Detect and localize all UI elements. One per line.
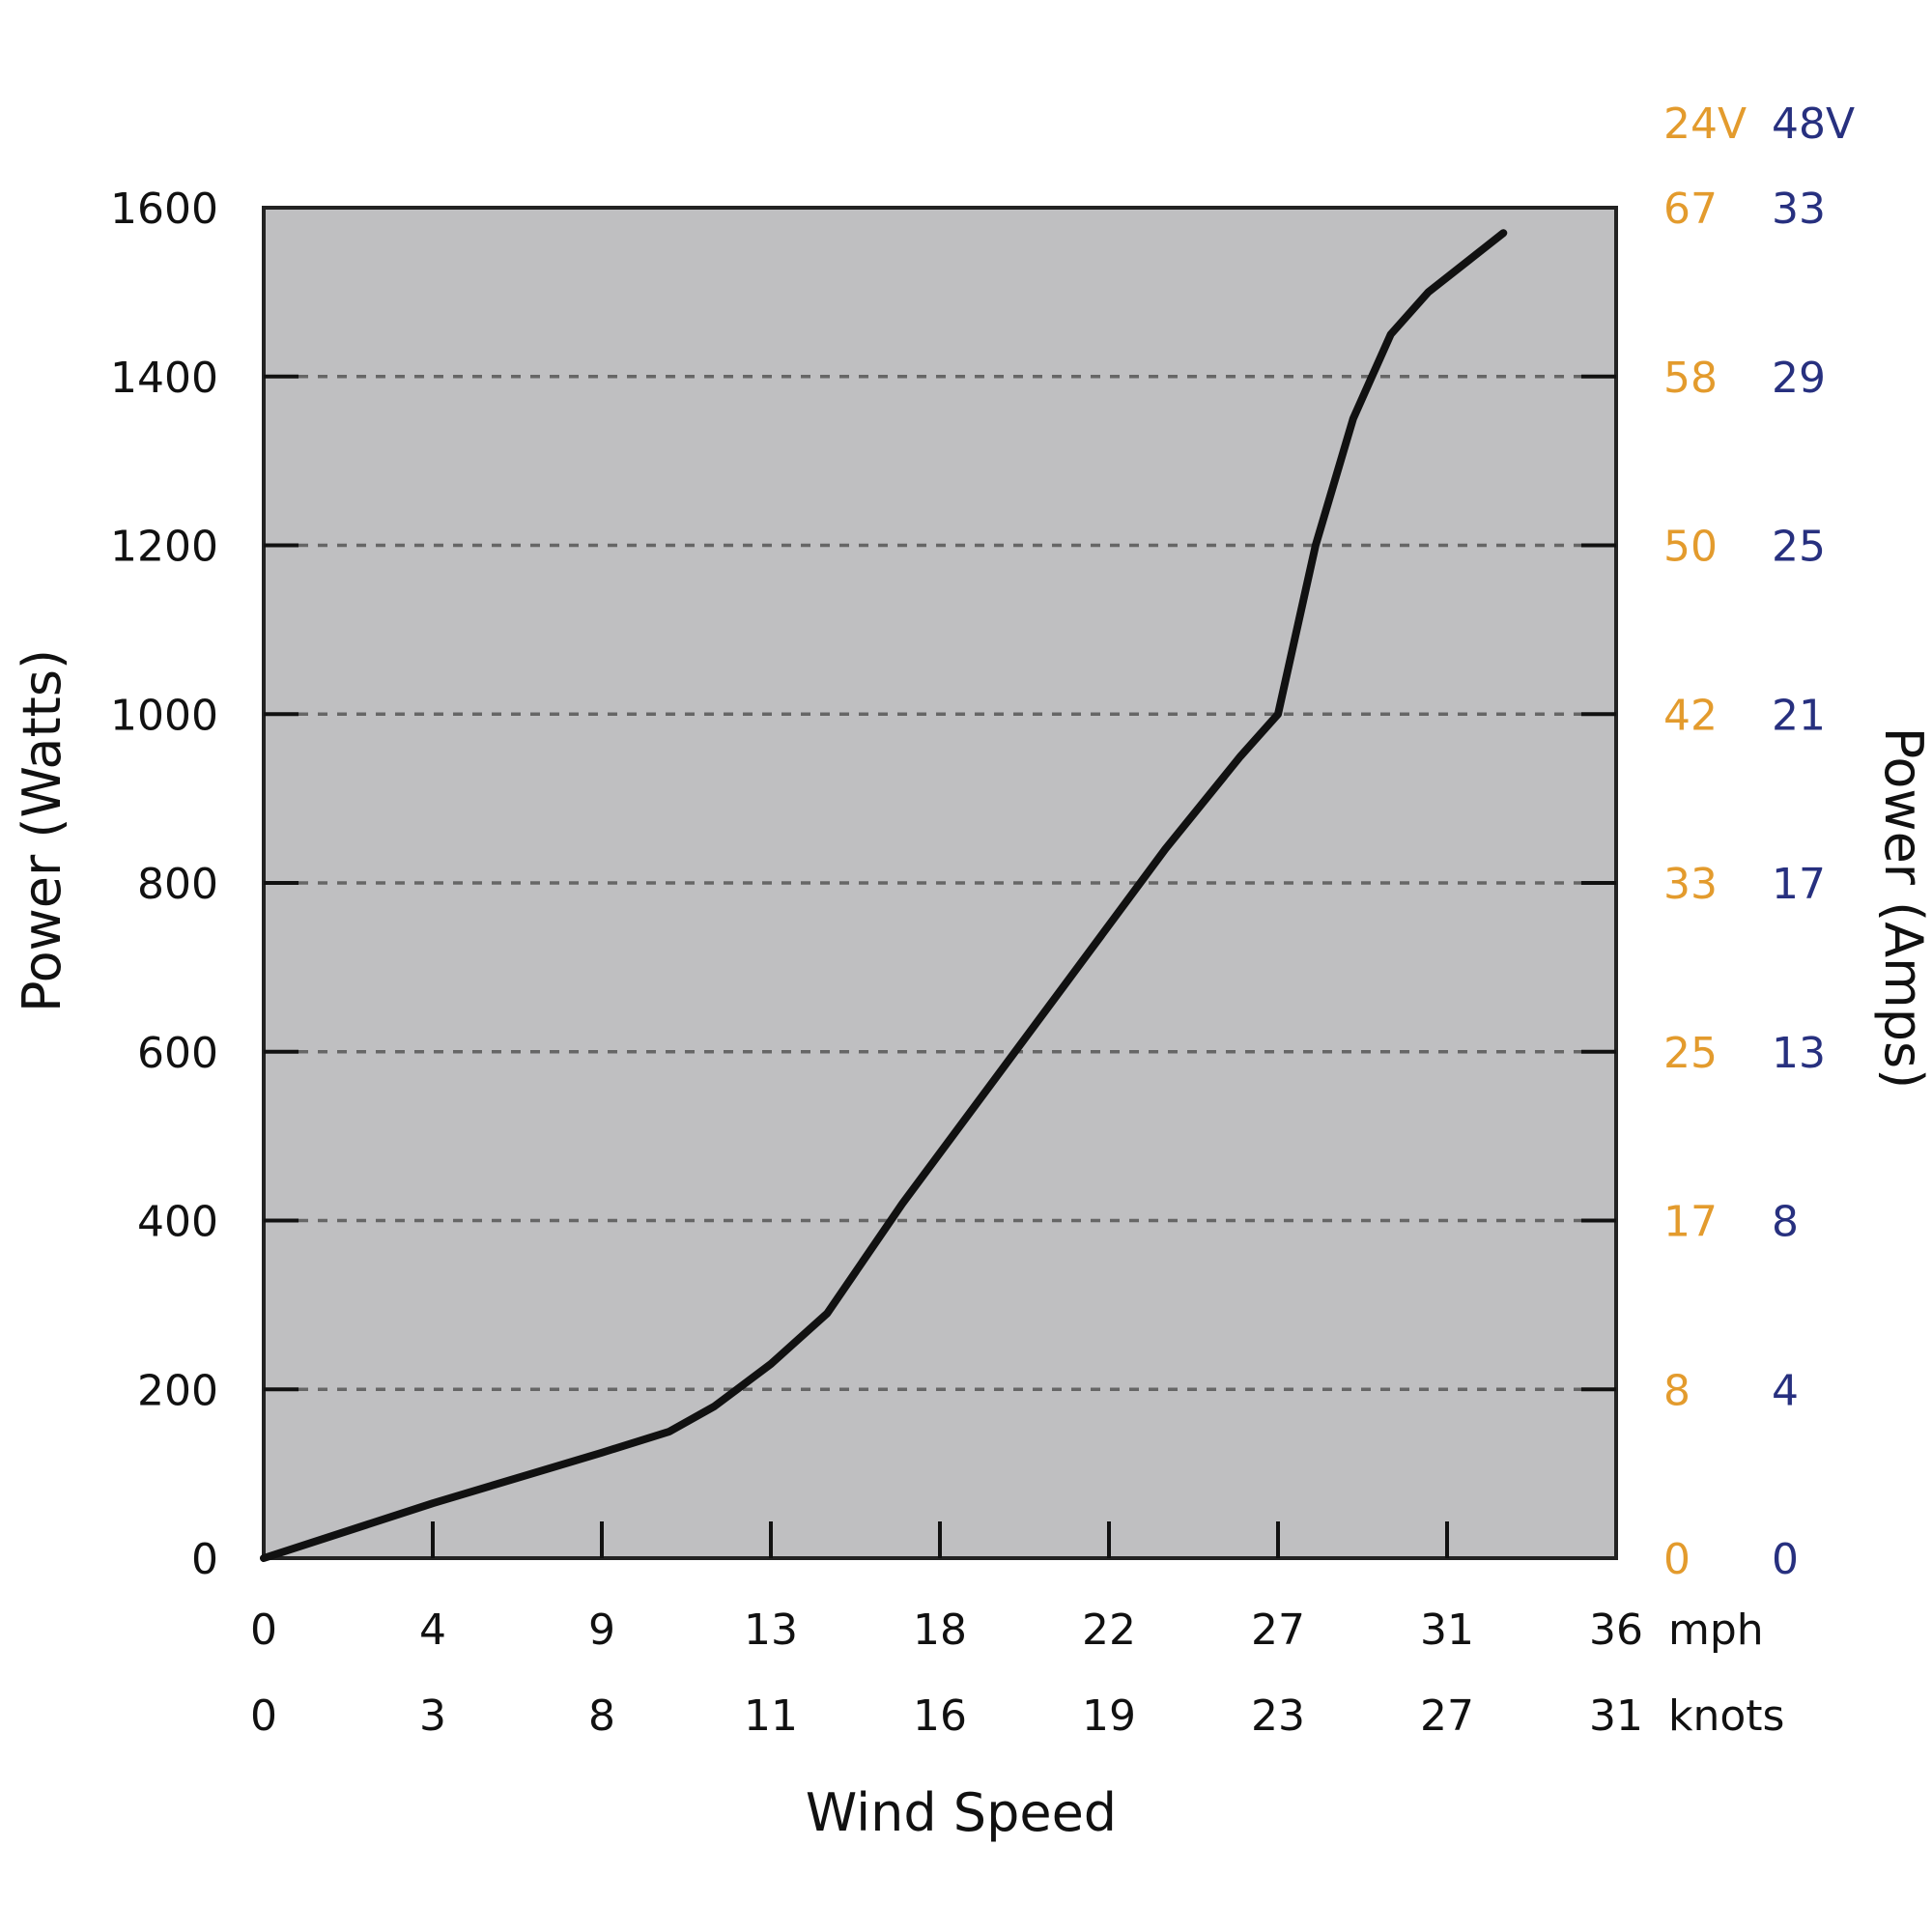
amps-48v-tick-label: 13 <box>1772 1029 1826 1078</box>
amps-48v-tick-label: 25 <box>1772 523 1826 572</box>
y-tick-label: 200 <box>137 1366 218 1415</box>
amps-48v-tick-label: 8 <box>1772 1198 1799 1247</box>
amps-24v-tick-label: 42 <box>1663 691 1718 740</box>
x-tick-label-mph: 27 <box>1251 1605 1305 1655</box>
x-axis: 0 0 4 3 9 8 13 11 18 16 22 19 27 23 31 27 36 31 <box>250 1521 1643 1741</box>
y-tick-label: 1200 <box>110 523 218 572</box>
x-tick-label-mph: 36 <box>1589 1605 1643 1655</box>
x-tick-label-mph: 22 <box>1082 1605 1136 1655</box>
x-tick-label-knots: 3 <box>419 1691 446 1741</box>
x-unit-mph: mph <box>1668 1605 1764 1655</box>
amps-48v-header: 48V <box>1772 99 1855 149</box>
x-tick-label-mph: 4 <box>419 1605 446 1655</box>
y-axis-title: Power (Watts) <box>12 649 72 1012</box>
amps-48v-tick-label: 21 <box>1772 691 1826 740</box>
amps-48v-tick-label: 33 <box>1772 185 1826 234</box>
x-tick-label-knots: 23 <box>1251 1691 1305 1741</box>
x-tick-label-mph: 13 <box>744 1605 798 1655</box>
amps-24v-tick-label: 50 <box>1663 523 1718 572</box>
right-axis-amps: 0 0 8 4 17 8 25 13 33 17 42 21 50 25 58 29 67 33 <box>1581 185 1826 1584</box>
x-tick-label-mph: 0 <box>250 1605 277 1655</box>
x-tick-label-knots: 0 <box>250 1691 277 1741</box>
y-axis: 0 200 400 600 800 1000 1200 1400 1600 <box>110 185 298 1584</box>
power-curve-line <box>260 229 1508 1562</box>
x-tick-label-mph: 18 <box>913 1605 967 1655</box>
gridlines <box>298 375 1581 1391</box>
amps-24v-tick-label: 17 <box>1663 1198 1718 1247</box>
amps-48v-tick-label: 29 <box>1772 354 1826 403</box>
y-tick-label: 600 <box>137 1029 218 1078</box>
x-tick-label-knots: 31 <box>1589 1691 1643 1741</box>
y-tick-label: 400 <box>137 1198 218 1247</box>
y-tick-label: 800 <box>137 860 218 909</box>
amps-24v-header: 24V <box>1663 99 1747 149</box>
x-axis-title: Wind Speed <box>806 1782 1117 1843</box>
x-unit-knots: knots <box>1668 1691 1784 1741</box>
x-tick-label-mph: 31 <box>1420 1605 1474 1655</box>
amps-24v-tick-label: 0 <box>1663 1535 1690 1584</box>
x-tick-label-knots: 11 <box>744 1691 798 1741</box>
amps-24v-tick-label: 67 <box>1663 185 1718 234</box>
y-tick-label: 1000 <box>110 691 218 740</box>
x-tick-label-knots: 19 <box>1082 1691 1136 1741</box>
amps-24v-tick-label: 33 <box>1663 860 1718 909</box>
x-tick-label-knots: 8 <box>588 1691 615 1741</box>
x-tick-label-knots: 27 <box>1420 1691 1474 1741</box>
y-tick-label: 1600 <box>110 185 218 234</box>
amps-48v-tick-label: 17 <box>1772 860 1826 909</box>
amps-24v-tick-label: 25 <box>1663 1029 1718 1078</box>
amps-24v-tick-label: 8 <box>1663 1366 1690 1415</box>
amps-48v-tick-label: 4 <box>1772 1366 1799 1415</box>
x-tick-label-knots: 16 <box>913 1691 967 1741</box>
x-tick-label-mph: 9 <box>588 1605 615 1655</box>
right-axis-title: Power (Amps) <box>1873 727 1932 1090</box>
y-tick-label: 1400 <box>110 354 218 403</box>
y-tick-label: 0 <box>191 1535 218 1584</box>
amps-24v-tick-label: 58 <box>1663 354 1718 403</box>
amps-48v-tick-label: 0 <box>1772 1535 1799 1584</box>
